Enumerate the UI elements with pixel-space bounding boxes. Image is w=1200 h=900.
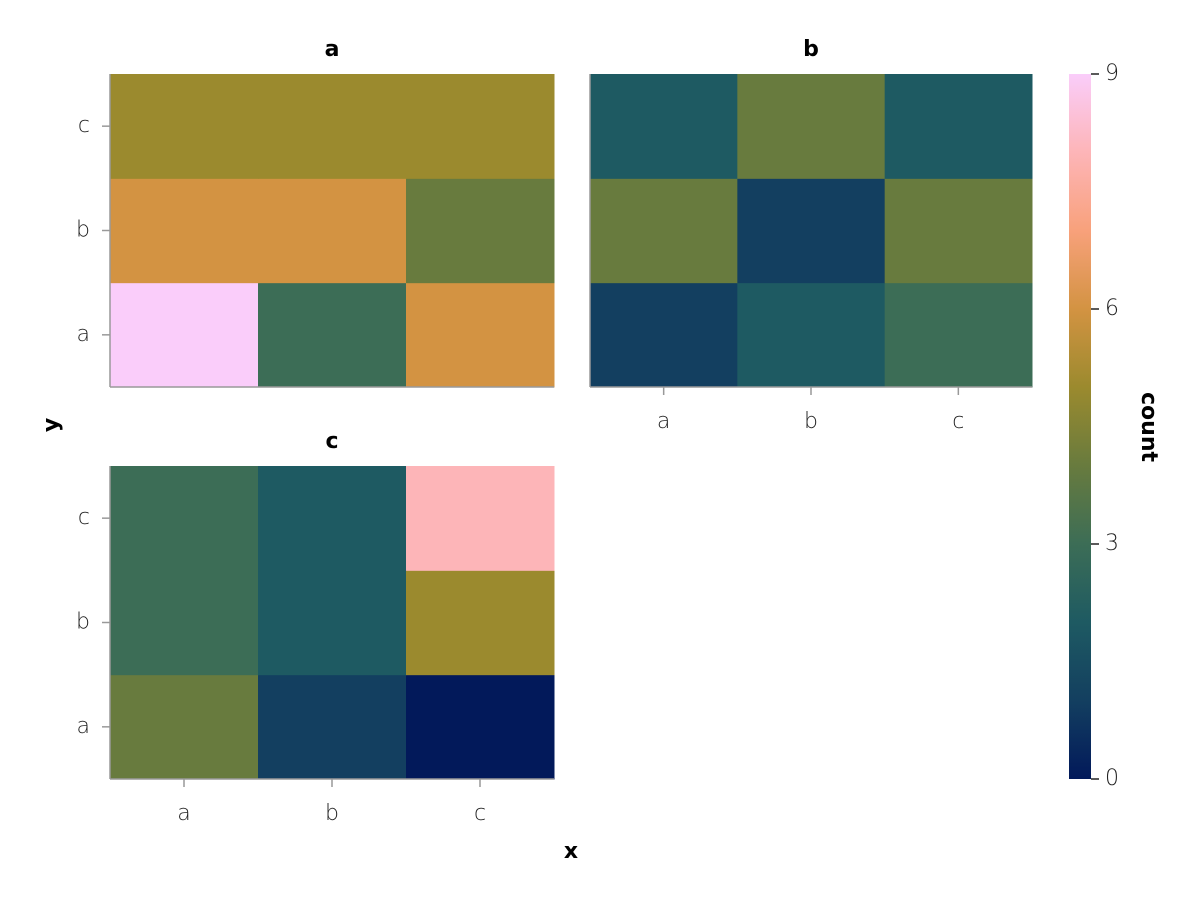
heat-cell — [258, 282, 407, 388]
colorbar-label: count — [1136, 392, 1161, 462]
heat-cell — [590, 74, 738, 179]
x-axis-label: x — [564, 839, 578, 864]
heat-cell — [590, 282, 738, 388]
heat-cell — [737, 282, 886, 388]
facet-title: b — [803, 37, 819, 62]
colorbar-tick-label: 6 — [1105, 296, 1119, 321]
colorbar — [1069, 74, 1091, 779]
y-tick-label: b — [76, 218, 90, 243]
heat-cell — [110, 674, 259, 780]
heat-cell — [737, 178, 886, 284]
x-tick-label: c — [474, 801, 486, 826]
colorbar-tick-label: 9 — [1105, 61, 1119, 86]
facet-title: a — [325, 37, 340, 62]
heat-cell — [258, 674, 407, 780]
heat-cell — [110, 282, 259, 388]
y-tick-label: b — [76, 610, 90, 635]
heat-cell — [406, 570, 555, 676]
heat-cell — [110, 466, 259, 571]
heat-cell — [406, 466, 555, 571]
heat-cell — [884, 282, 1033, 388]
heat-cell — [406, 282, 555, 388]
heat-cell — [110, 570, 259, 676]
heat-cell — [406, 74, 555, 179]
heat-cell — [110, 178, 259, 284]
x-tick-label: a — [177, 801, 190, 826]
y-tick-label: a — [77, 714, 90, 739]
facet-title: c — [325, 429, 338, 454]
heat-cell — [884, 74, 1033, 179]
heat-cell — [110, 74, 259, 179]
heat-cell — [258, 178, 407, 284]
heat-cell — [258, 466, 407, 571]
x-tick-label: b — [804, 409, 818, 434]
colorbar-tick-label: 3 — [1105, 531, 1119, 556]
heat-cell — [258, 570, 407, 676]
heat-cell — [406, 178, 555, 284]
y-axis-label: y — [39, 418, 64, 432]
heat-cell — [258, 74, 407, 179]
x-tick-label: c — [952, 409, 964, 434]
heat-cell — [884, 178, 1033, 284]
y-tick-label: a — [77, 322, 90, 347]
x-tick-label: a — [657, 409, 670, 434]
y-tick-label: c — [78, 505, 90, 530]
x-tick-label: b — [325, 801, 339, 826]
heat-cell — [590, 178, 738, 284]
colorbar-tick-label: 0 — [1105, 766, 1119, 791]
heat-cell — [737, 74, 886, 179]
heat-cell — [406, 674, 555, 780]
y-tick-label: c — [78, 113, 90, 138]
